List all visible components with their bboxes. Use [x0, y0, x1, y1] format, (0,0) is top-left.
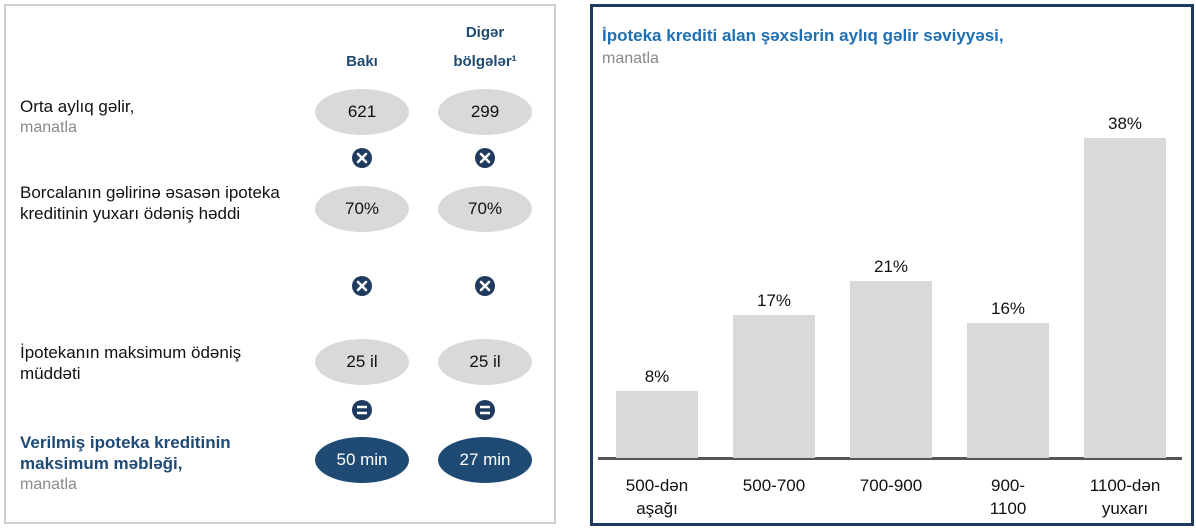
value-pill: 50 min	[315, 437, 409, 483]
row-label: İpotekanın maksimum ödəniş müddəti	[20, 343, 242, 383]
value-pill: 70%	[315, 186, 409, 232]
value-pill: 70%	[438, 186, 532, 232]
icon-equal	[352, 400, 495, 420]
x-tick-label: 500-700	[742, 476, 806, 495]
bar	[733, 314, 815, 458]
x-tick-label: 500-dən aşağı	[625, 476, 689, 518]
row-sublabel: manatla	[20, 119, 77, 136]
column-header: Bakı	[346, 53, 378, 70]
x-tick-label: 900- 1100	[989, 476, 1027, 518]
value-label: 38%	[1107, 114, 1143, 133]
bar	[616, 390, 698, 458]
value-pill: 27 min	[438, 437, 532, 483]
bar	[967, 323, 1049, 458]
x-axis	[598, 457, 1182, 460]
value-pill: 25 il	[315, 339, 409, 385]
value-label: 16%	[990, 299, 1026, 319]
row-label: Verilmiş ipoteka kreditinin maksimum məb…	[20, 433, 231, 473]
value-pill: 299	[438, 89, 532, 135]
row-label: Orta aylıq gəlir,	[20, 97, 135, 116]
left-panel	[4, 4, 556, 524]
bar	[850, 281, 932, 458]
chart-subtitle: manatla	[602, 50, 659, 67]
chart-panel	[590, 4, 1194, 526]
x-tick-label: 1100-dən yuxarı	[1089, 476, 1161, 518]
value-label: 17%	[756, 290, 792, 310]
icon-x	[352, 148, 495, 296]
x-tick-label: 700-900	[859, 476, 923, 495]
chart-title: İpoteka krediti alan şəxslərin aylıq gəl…	[602, 26, 1004, 45]
row-label: Borcalanın gəlirinə əsasən ipoteka kredi…	[20, 183, 280, 223]
value-label: 8%	[644, 366, 670, 386]
value-pill: 25 il	[438, 339, 532, 385]
value-label: 21%	[873, 257, 909, 277]
bar	[1084, 138, 1166, 458]
column-header: Digər bölgələr¹	[453, 24, 517, 70]
row-sublabel: manatla	[20, 476, 77, 493]
value-pill: 621	[315, 89, 409, 135]
